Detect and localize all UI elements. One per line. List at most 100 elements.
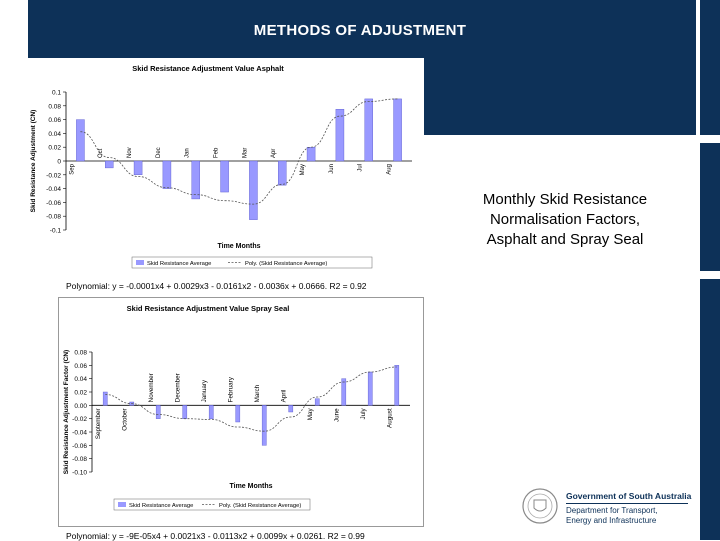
asphalt-y-tick-label: 0.04 <box>48 131 61 138</box>
spray-seal-legend-box <box>113 498 311 511</box>
asphalt-y-label: Skid Resistance Adjustment (CN) <box>30 110 37 213</box>
spray-seal-y-tick-label: -0.10 <box>72 470 87 477</box>
government-logo: Government of South Australia Department… <box>520 486 692 530</box>
spray-seal-category-label: December <box>175 373 182 402</box>
asphalt-equation: Polynomial: y = -0.0001x4 + 0.0029x3 - 0… <box>66 281 367 291</box>
asphalt-category-label: May <box>300 164 306 175</box>
caption-line-3: Asphalt and Spray Seal <box>486 231 644 248</box>
asphalt-legend-entry: Poly. (Skid Resistance Average) <box>245 261 327 267</box>
spray-seal-legend-entry: Poly. (Skid Resistance Average) <box>219 503 301 509</box>
spray-seal-trendline <box>105 366 397 432</box>
spray-seal-bar <box>394 365 400 406</box>
caption-line-1: Monthly Skid Resistance <box>482 191 648 208</box>
asphalt-legend-swatch-bar <box>136 260 144 265</box>
sidebar-block-1 <box>700 0 720 135</box>
asphalt-y-tick-label: -0.06 <box>46 200 61 207</box>
asphalt-y-tick-label: 0.02 <box>48 145 61 152</box>
logo-line-2: Department for Transport, <box>566 506 658 515</box>
spray-seal-bar <box>208 405 214 419</box>
spray-seal-title: Skid Resistance Adjustment Value Spray S… <box>127 304 290 313</box>
asphalt-bar <box>105 160 114 169</box>
asphalt-category-label: Apr <box>271 149 277 158</box>
spray-seal-bar <box>235 405 241 423</box>
asphalt-bar <box>76 119 85 162</box>
asphalt-bar <box>364 98 373 162</box>
asphalt-y-tick-label: 0.06 <box>48 117 61 124</box>
spray-seal-y-tick-label: -0.02 <box>72 416 87 423</box>
asphalt-legend-entry: Skid Resistance Average <box>147 261 211 267</box>
asphalt-y-tick-label: -0.04 <box>46 186 61 193</box>
spray-seal-bar <box>314 398 320 406</box>
asphalt-bar <box>133 160 143 176</box>
spray-seal-category-label: November <box>148 373 155 402</box>
spray-seal-y-tick-label: 0.00 <box>74 403 87 410</box>
spray-seal-equation: Polynomial: y = -9E-05x4 + 0.0021x3 - 0.… <box>66 531 365 541</box>
asphalt-legend-box <box>131 256 373 269</box>
spray-seal-category-label: September <box>95 408 102 439</box>
asphalt-y-tick-label: 0.08 <box>48 103 61 110</box>
title-banner <box>28 0 696 58</box>
asphalt-category-label: Oct <box>98 148 104 158</box>
asphalt-chart: Skid Resistance Adjustment Value Asphalt… <box>28 58 424 274</box>
asphalt-category-label: Nov <box>127 147 133 158</box>
asphalt-chart-svg: Skid Resistance Adjustment Value Asphalt… <box>30 64 412 269</box>
asphalt-x-label: Time Months <box>217 243 260 250</box>
spray-seal-chart-svg: Skid Resistance Adjustment Value Spray S… <box>58 297 424 527</box>
spray-seal-y-tick-label: 0.02 <box>74 390 87 397</box>
spray-seal-bar <box>288 405 294 413</box>
asphalt-y-tick-label: -0.08 <box>46 214 61 221</box>
spray-seal-category-label: August <box>387 408 394 428</box>
asphalt-bar <box>306 146 316 162</box>
spray-seal-bar <box>367 371 373 406</box>
asphalt-y-tick-label: 0.1 <box>52 90 61 97</box>
asphalt-category-label: Feb <box>214 147 220 158</box>
slide-caption: Monthly Skid Resistance Normalisation Fa… <box>440 190 690 250</box>
spray-seal-y-tick-label: -0.08 <box>72 456 87 463</box>
asphalt-bar <box>278 160 287 186</box>
spray-seal-bar <box>182 405 188 419</box>
asphalt-category-label: Jul <box>358 164 364 172</box>
spray-seal-category-label: October <box>122 408 129 430</box>
sidebar-block-2 <box>700 143 720 271</box>
asphalt-y-tick-label: -0.1 <box>50 228 62 235</box>
spray-seal-category-label: June <box>334 408 341 422</box>
logo-line-3: Energy and Infrastructure <box>566 516 657 525</box>
spray-seal-x-label: Time Months <box>229 483 272 490</box>
spray-seal-y-tick-label: -0.04 <box>72 430 87 437</box>
slide-title: METHODS OF ADJUSTMENT <box>253 22 467 39</box>
asphalt-bar <box>162 160 172 189</box>
asphalt-category-label: Dec <box>156 147 162 158</box>
spray-seal-bar <box>261 405 267 446</box>
logo-line-1: Government of South Australia <box>566 491 692 501</box>
asphalt-category-label: Jan <box>185 148 191 158</box>
spray-seal-y-tick-label: 0.06 <box>74 363 87 370</box>
logo-divider <box>566 503 688 504</box>
asphalt-y-tick-label: 0 <box>57 159 61 166</box>
crest-icon <box>522 488 558 524</box>
spray-seal-legend-swatch-bar <box>118 502 126 507</box>
spray-seal-bar <box>341 378 347 406</box>
asphalt-title: Skid Resistance Adjustment Value Asphalt <box>132 64 284 73</box>
spray-seal-y-tick-label: 0.08 <box>74 350 87 357</box>
asphalt-bar <box>249 160 258 220</box>
deco-panel <box>424 58 696 135</box>
spray-seal-category-label: May <box>307 407 314 420</box>
caption-line-2: Normalisation Factors, <box>489 211 641 228</box>
asphalt-bar <box>220 160 229 193</box>
asphalt-trendline <box>80 98 398 205</box>
spray-seal-y-tick-label: 0.04 <box>74 376 87 383</box>
asphalt-category-label: Aug <box>387 164 393 175</box>
asphalt-category-label: Sep <box>69 163 75 174</box>
spray-seal-bar <box>102 391 108 406</box>
spray-seal-frame <box>58 297 424 527</box>
asphalt-bar <box>393 98 402 162</box>
asphalt-category-label: Jun <box>329 164 335 174</box>
spray-seal-y-tick-label: -0.06 <box>72 443 87 450</box>
spray-seal-legend-entry: Skid Resistance Average <box>129 503 193 509</box>
spray-seal-chart: Skid Resistance Adjustment Value Spray S… <box>58 297 424 527</box>
left-margin-strip <box>0 0 28 58</box>
spray-seal-category-label: July <box>360 407 367 419</box>
asphalt-bar <box>335 109 345 162</box>
spray-seal-category-label: January <box>201 379 208 402</box>
asphalt-y-tick-label: -0.02 <box>46 172 61 179</box>
